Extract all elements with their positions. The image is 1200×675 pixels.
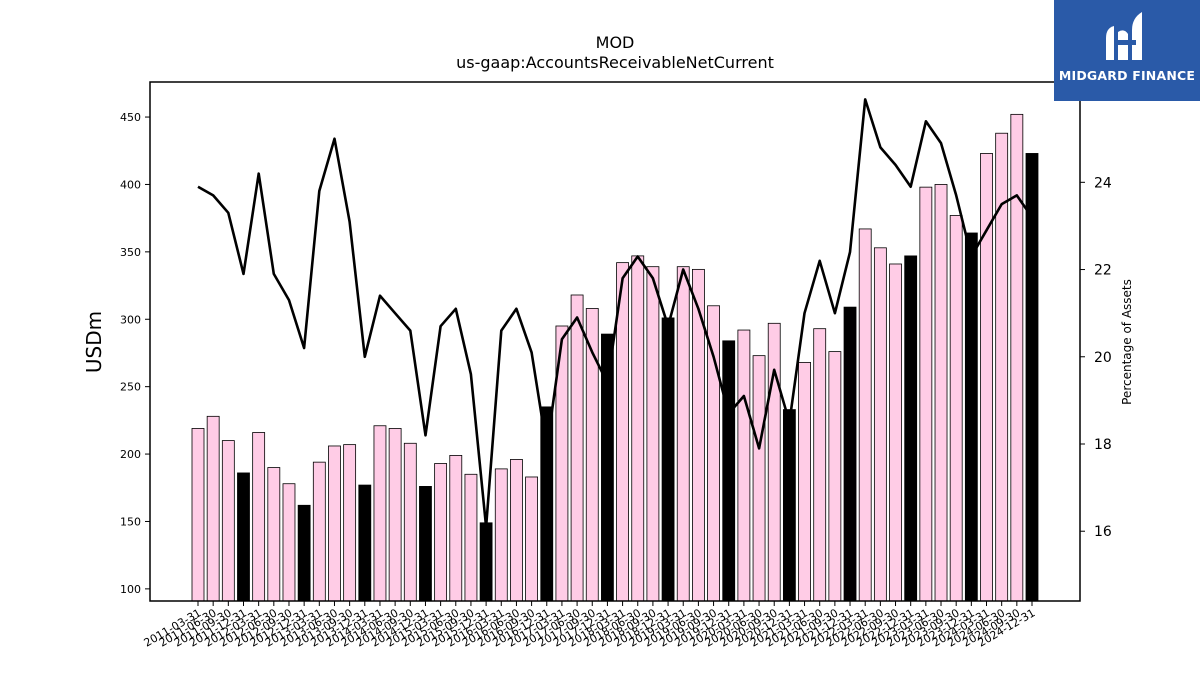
- bar: [510, 459, 523, 602]
- y-tick-label: 350: [120, 246, 141, 259]
- y-axis-right: 16 18 20 22 24: [1080, 175, 1112, 540]
- bar: [570, 294, 584, 602]
- y2-tick-label: 24: [1094, 175, 1112, 191]
- y2-axis-label: Percentage of Assets: [1120, 279, 1134, 405]
- bar: [1025, 153, 1039, 602]
- bar: [828, 351, 842, 602]
- bar: [737, 329, 751, 602]
- brand-name: MIDGARD FINANCE: [1058, 68, 1196, 83]
- bar: [767, 322, 781, 602]
- y-tick-label: 300: [120, 313, 141, 326]
- bar: [494, 468, 508, 602]
- midgard-logo-icon: [1106, 12, 1142, 60]
- bar: [282, 483, 296, 602]
- line-series: [197, 98, 1034, 529]
- y2-tick-label: 18: [1094, 437, 1112, 453]
- bar: [873, 247, 887, 602]
- bar: [782, 409, 796, 602]
- y-axis-label: USDm: [82, 311, 106, 373]
- percentage-line: [197, 98, 1034, 529]
- bar: [889, 263, 902, 602]
- y2-tick-label: 20: [1094, 350, 1112, 366]
- bar: [328, 445, 341, 602]
- y-tick-label: 250: [120, 381, 141, 394]
- bar: [661, 317, 675, 602]
- bar: [267, 467, 281, 602]
- bar: [631, 255, 645, 602]
- bar: [252, 432, 266, 602]
- bar: [904, 255, 918, 602]
- bar: [464, 473, 478, 602]
- bar: [722, 340, 736, 602]
- bar: [707, 305, 720, 602]
- chart-subtitle: us-gaap:AccountsReceivableNetCurrent: [456, 53, 774, 72]
- bar: [813, 328, 827, 602]
- bar: [843, 306, 857, 602]
- brand-logo: MIDGARD FINANCE: [1054, 0, 1200, 101]
- y2-tick-label: 22: [1094, 263, 1112, 279]
- bar: [403, 442, 417, 602]
- bar: [949, 215, 963, 602]
- bar: [358, 484, 372, 602]
- y2-tick-label: 16: [1094, 524, 1112, 540]
- chart-title: MOD: [596, 33, 635, 52]
- y-tick-label: 200: [120, 448, 141, 461]
- bar: [1010, 113, 1024, 602]
- bar: [206, 415, 220, 602]
- bar: [919, 186, 933, 602]
- bar: [752, 355, 766, 602]
- bar: [964, 232, 978, 602]
- bar: [388, 428, 402, 602]
- x-axis: 2011-03-312011-06-302011-09-302011-12-31…: [142, 601, 1038, 650]
- bar: [237, 472, 250, 602]
- y-tick-label: 450: [120, 111, 141, 124]
- bar: [646, 266, 660, 602]
- bar: [934, 184, 948, 602]
- bar: [191, 428, 205, 602]
- bar: [434, 463, 448, 602]
- bar: [479, 522, 493, 602]
- bar: [798, 361, 811, 602]
- bar: [221, 440, 235, 602]
- bar: [312, 461, 326, 602]
- bar: [540, 406, 554, 602]
- bar: [419, 486, 432, 602]
- y-tick-label: 400: [120, 178, 141, 191]
- y-tick-label: 100: [120, 583, 141, 596]
- bar: [343, 444, 357, 602]
- y-tick-label: 150: [120, 515, 141, 528]
- bar: [373, 425, 387, 602]
- plot-frame: [149, 81, 1081, 602]
- y-axis-left: 100 150 200 250 300 350 400 450: [120, 111, 150, 596]
- bar: [449, 455, 463, 602]
- bar: [525, 476, 538, 602]
- bar: [858, 228, 872, 602]
- bar: [676, 266, 690, 602]
- bar: [297, 504, 311, 602]
